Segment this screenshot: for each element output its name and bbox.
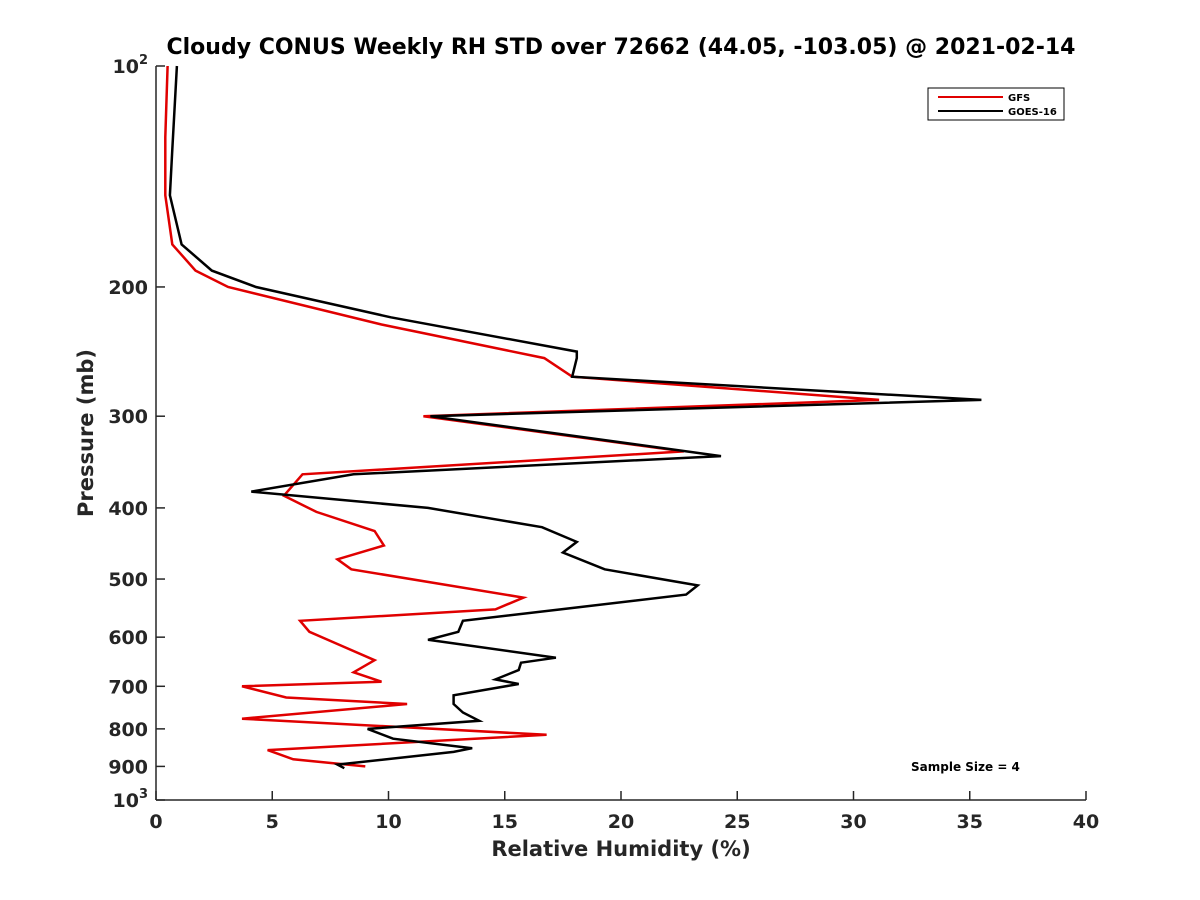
sample-size-annotation: Sample Size = 4 (911, 760, 1020, 774)
series-line-gfs (164, 65, 880, 768)
legend-label-goes16: GOES-16 (1008, 107, 1057, 118)
y-tick-label: 900 (108, 756, 148, 778)
y-ticks: 102 200 300 400 500 600 700 800 900 103 (108, 53, 165, 812)
x-tick-label: 30 (840, 811, 866, 833)
y-axis-label: Pressure (mb) (74, 349, 98, 517)
x-tick-label: 20 (608, 811, 634, 833)
series-layer (164, 65, 982, 770)
x-tick-label: 15 (492, 811, 518, 833)
y-tick-label: 300 (108, 406, 148, 428)
y-tick-label: 600 (108, 627, 148, 649)
y-tick-label: 102 (113, 53, 149, 78)
legend-label-gfs: GFS (1008, 93, 1030, 104)
x-ticks: 0 5 10 15 20 25 30 35 40 (149, 791, 1099, 833)
x-tick-label: 40 (1073, 811, 1099, 833)
y-tick-label: 700 (108, 676, 148, 698)
x-tick-label: 5 (266, 811, 279, 833)
legend-box (927, 87, 1065, 121)
series-line-goes16 (168, 65, 982, 770)
x-tick-label: 10 (375, 811, 401, 833)
y-tick-label: 500 (108, 569, 148, 591)
chart-title: Cloudy CONUS Weekly RH STD over 72662 (4… (167, 35, 1076, 60)
x-tick-label: 25 (724, 811, 750, 833)
y-tick-label: 800 (108, 719, 148, 741)
x-axis-label: Relative Humidity (%) (491, 837, 750, 861)
y-tick-label: 200 (108, 277, 148, 299)
y-tick-label: 103 (113, 787, 149, 812)
x-tick-label: 0 (149, 811, 162, 833)
legend: GFS GOES-16 (927, 87, 1065, 121)
x-tick-label: 35 (957, 811, 983, 833)
y-tick-label: 400 (108, 498, 148, 520)
